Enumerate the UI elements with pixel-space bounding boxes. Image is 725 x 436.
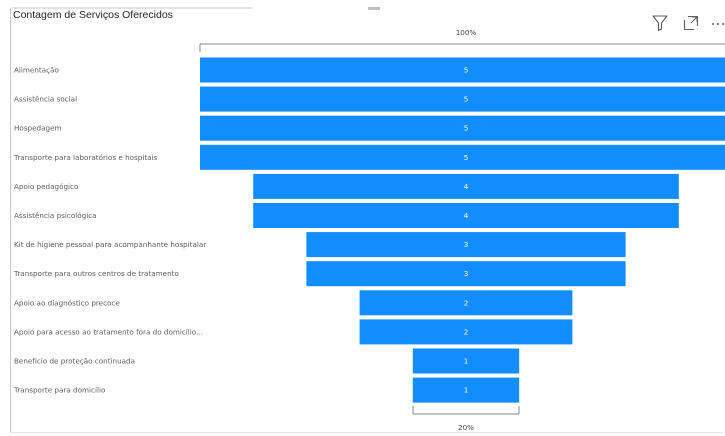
bar-value-label: 5 [464,95,469,104]
category-label: Apoio pedagógico [14,182,78,191]
funnel-bar[interactable] [253,173,679,199]
category-label: Alimentação [14,66,59,75]
funnel-bar[interactable] [412,377,520,403]
category-label: Transporte para outros centros de tratam… [13,269,179,278]
funnel-bar[interactable] [200,86,725,112]
category-label: Kit de higiene pessoal para acompanhante… [14,240,206,249]
category-label: Apoio ao diagnóstico precoce [14,298,120,307]
funnel-bar[interactable] [253,203,679,228]
category-label: Transporte para laboratórios e hospitais [13,153,158,162]
bar-value-label: 2 [464,327,469,336]
category-label: Transporte para domicílio [13,386,105,395]
bar-value-label: 3 [464,240,469,249]
more-options-icon[interactable] [711,21,725,27]
funnel-bar[interactable] [200,57,725,83]
visual-header-bar [12,7,252,9]
filter-icon[interactable] [651,14,669,32]
funnel-bar[interactable] [412,348,520,374]
bar-value-label: 1 [464,386,469,395]
bar-value-label: 1 [464,357,469,366]
bar-value-label: 4 [464,211,469,220]
bar-value-label: 5 [464,153,469,162]
drag-handle[interactable] [368,7,380,10]
category-label: Assistência social [14,95,77,104]
bar-value-label: 2 [464,298,469,307]
bottom-percent-marker: 20% [412,406,520,432]
top-percent-label: 100% [456,28,477,37]
chart-title: Contagem de Serviços Oferecidos [13,9,173,21]
visual-frame [10,8,723,433]
bar-value-label: 3 [464,269,469,278]
bar-value-label: 5 [464,66,469,75]
category-label: Apoio para acesso ao tratamento fora do … [14,327,203,336]
category-label: Hospedagem [14,124,61,133]
bar-value-label: 5 [464,124,469,133]
top-percent-marker: 100% [199,28,725,52]
bar-value-label: 4 [464,182,469,191]
funnel-bar[interactable] [200,144,725,170]
funnel-bar[interactable] [306,261,626,287]
funnel-bar[interactable] [306,232,626,258]
category-label: Benefício de proteção continuada [14,357,135,366]
bottom-percent-label: 20% [458,423,474,432]
funnel-bar[interactable] [359,319,573,345]
focus-mode-icon[interactable] [683,15,699,31]
funnel-bar[interactable] [359,290,573,316]
category-label: Assistência psicológica [14,211,97,220]
funnel-bar[interactable] [200,115,725,141]
